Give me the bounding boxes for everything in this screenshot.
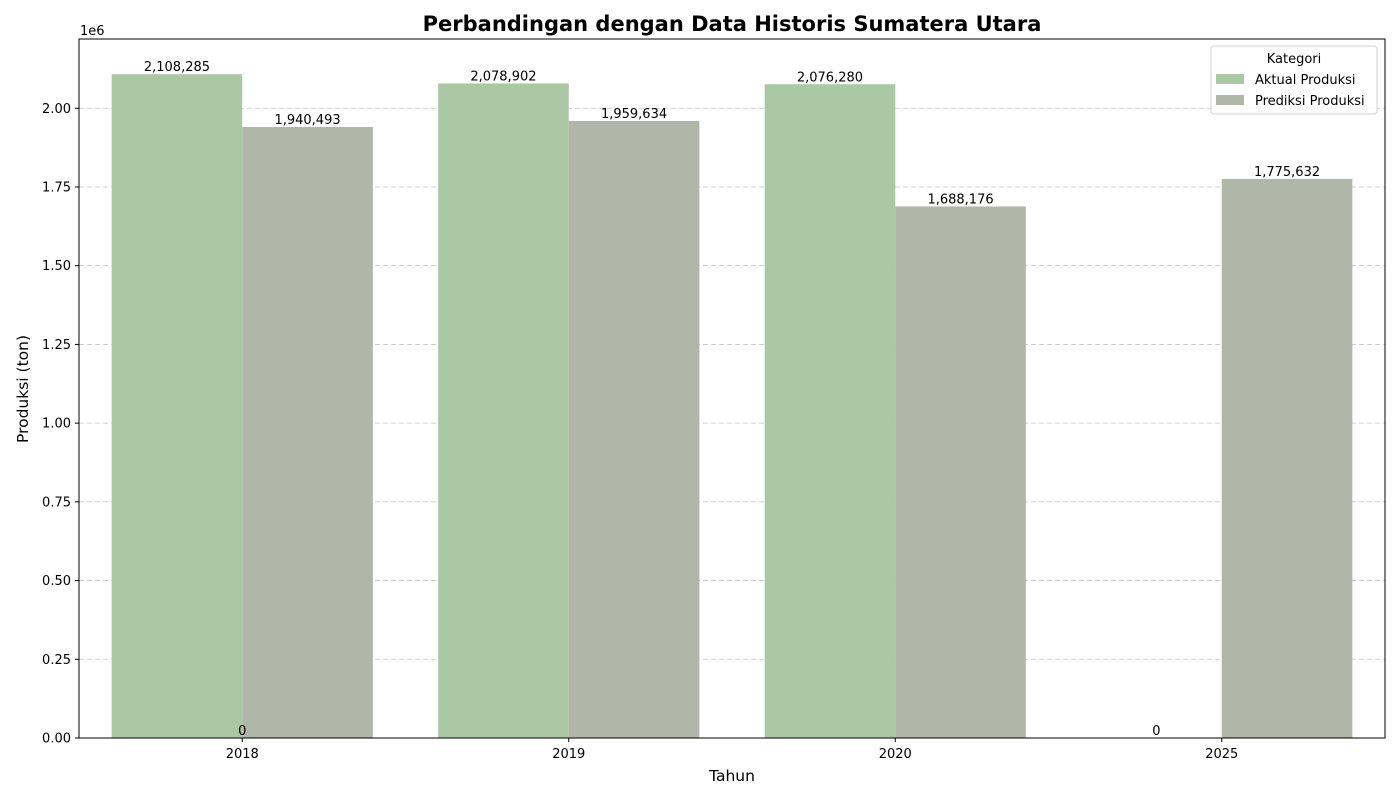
legend: Kategori Aktual Produksi Prediksi Produksi [1210, 45, 1378, 115]
y-tick-label: 1.50 [42, 259, 71, 274]
chart-title: Perbandingan dengan Data Historis Sumate… [423, 12, 1042, 36]
bar-aktual-produksi-2018 [111, 74, 243, 739]
y-tick-label: 0.50 [42, 574, 71, 589]
bars [111, 74, 1353, 739]
x-axis-label: Tahun [708, 767, 755, 785]
plot-frame [78, 38, 1386, 739]
y-tick-label: 1.75 [42, 180, 71, 195]
y-tick-label: 0.25 [42, 653, 71, 668]
y-tick-label: 1.00 [42, 417, 71, 432]
y-tick-label: 0.75 [42, 495, 71, 510]
legend-swatch [1216, 95, 1244, 105]
y-tick-label: 0.00 [42, 732, 71, 747]
y-tick-label: 2.00 [42, 102, 71, 117]
y-axis-label: Produksi (ton) [14, 335, 32, 443]
legend-swatch [1216, 74, 1244, 84]
data-label: 1,775,632 [1254, 165, 1320, 180]
data-label: 1,959,634 [601, 107, 667, 122]
bar-prediksi-produksi-2025 [1221, 178, 1353, 738]
data-label: 0 [238, 724, 246, 739]
data-label: 1,940,493 [274, 113, 340, 128]
data-labels: 2,108,285 2,078,902 2,076,280 0 1,940,493 1,9… [144, 60, 1320, 739]
data-label: 1,688,176 [927, 192, 993, 207]
data-label: 2,076,280 [797, 70, 863, 85]
legend-entry: Prediksi Produksi [1255, 94, 1365, 109]
legend-entry: Aktual Produksi [1255, 73, 1356, 88]
bar-prediksi-produksi-2018 [242, 127, 373, 738]
y-tick-label: 1.25 [42, 338, 71, 353]
x-tick-label: 2018 [226, 747, 259, 762]
data-label: 2,108,285 [144, 60, 210, 75]
legend-title: Kategori [1267, 52, 1322, 67]
data-label: 2,078,902 [470, 69, 536, 84]
x-tick-label: 2025 [1205, 747, 1238, 762]
bar-prediksi-produksi-2019 [568, 120, 700, 738]
bar-aktual-produksi-2019 [438, 83, 569, 738]
bar-prediksi-produksi-2020 [895, 206, 1026, 738]
data-label: 0 [1152, 724, 1160, 739]
y-axis-offset-label: 1e6 [80, 24, 105, 39]
bar-aktual-produksi-2020 [764, 84, 896, 738]
axes: 0.00 0.25 0.50 0.75 1.00 1.25 1.50 1.75 2.00 2018… [42, 38, 1386, 762]
legend-box [1210, 45, 1378, 115]
x-tick-label: 2020 [879, 747, 912, 762]
x-tick-label: 2019 [552, 747, 585, 762]
